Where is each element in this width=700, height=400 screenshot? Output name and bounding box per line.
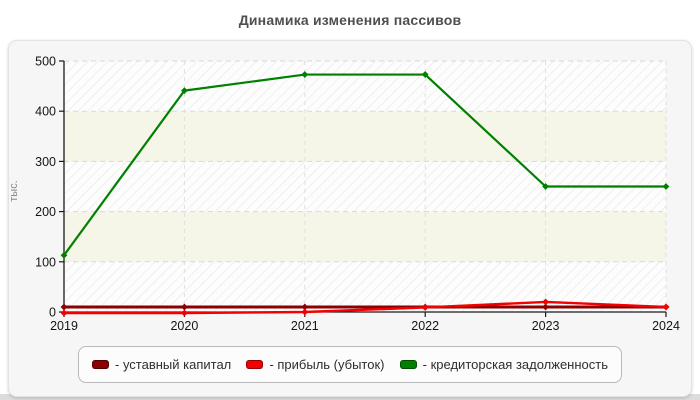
x-tick-label: 2019	[50, 319, 78, 333]
series-marker-0	[301, 303, 309, 311]
series-marker-2	[421, 71, 429, 78]
legend-swatch-green	[399, 360, 417, 369]
chart-card: 0 100 200 300 400 500 2019 2020 2021 2022 2023 2024…	[8, 40, 692, 397]
x-tick-label: 2022	[411, 319, 439, 333]
legend-item-pribyl-ubytok: - прибыль (убыток)	[246, 357, 385, 372]
y-tick-label: 200	[35, 205, 56, 219]
plot-band	[64, 61, 666, 112]
series-marker-2	[301, 71, 309, 78]
y-tick-label: 300	[35, 155, 56, 169]
series-marker-1	[542, 298, 549, 306]
series-marker-0	[181, 303, 188, 311]
series-marker-1	[662, 303, 670, 311]
series-marker-1	[421, 304, 429, 311]
series-marker-1	[60, 309, 68, 317]
series-marker-1	[301, 308, 309, 316]
series-line-1	[64, 300, 667, 315]
chart-legend: - уставный капитал - прибыль (убыток) - …	[78, 346, 622, 383]
series-marker-2	[662, 183, 670, 190]
chart-plot: 0 100 200 300 400 500 2019 2020 2021 2022 2023 2024…	[9, 55, 680, 334]
y-tick-label: 400	[35, 105, 56, 119]
chart-title: Динамика изменения пассивов	[238, 12, 462, 28]
legend-label: - уставный капитал	[115, 357, 232, 372]
series-line-2	[63, 73, 666, 256]
legend-item-kreditorskaya-zadolzhennost: - кредиторская задолженность	[399, 357, 608, 372]
legend-label: - прибыль (убыток)	[269, 357, 385, 372]
x-tick-label: 2023	[532, 319, 560, 333]
plot-band	[64, 111, 666, 162]
series-marker-0	[60, 303, 68, 311]
x-tick-label: 2020	[170, 319, 198, 333]
series-marker-1	[181, 309, 188, 317]
y-tick-label: 100	[35, 255, 56, 269]
legend-item-ustavny-kapital: - уставный капитал	[92, 357, 231, 372]
y-tick-label: 500	[35, 55, 56, 69]
x-tick-label: 2021	[291, 319, 319, 333]
page-background-strip	[0, 394, 700, 400]
y-tick-label: 0	[49, 306, 56, 320]
plot-band	[64, 211, 666, 262]
legend-label: - кредиторская задолженность	[422, 357, 608, 372]
series-marker-2	[181, 87, 188, 95]
plot-band	[64, 261, 666, 312]
y-axis-label: тыс.	[9, 180, 20, 202]
series-marker-0	[542, 303, 549, 311]
legend-swatch-red	[246, 360, 264, 369]
legend-swatch-dark-red	[92, 360, 109, 369]
series-marker-2	[542, 183, 549, 190]
x-tick-label: 2024	[652, 319, 680, 333]
series-marker-2	[60, 251, 68, 259]
